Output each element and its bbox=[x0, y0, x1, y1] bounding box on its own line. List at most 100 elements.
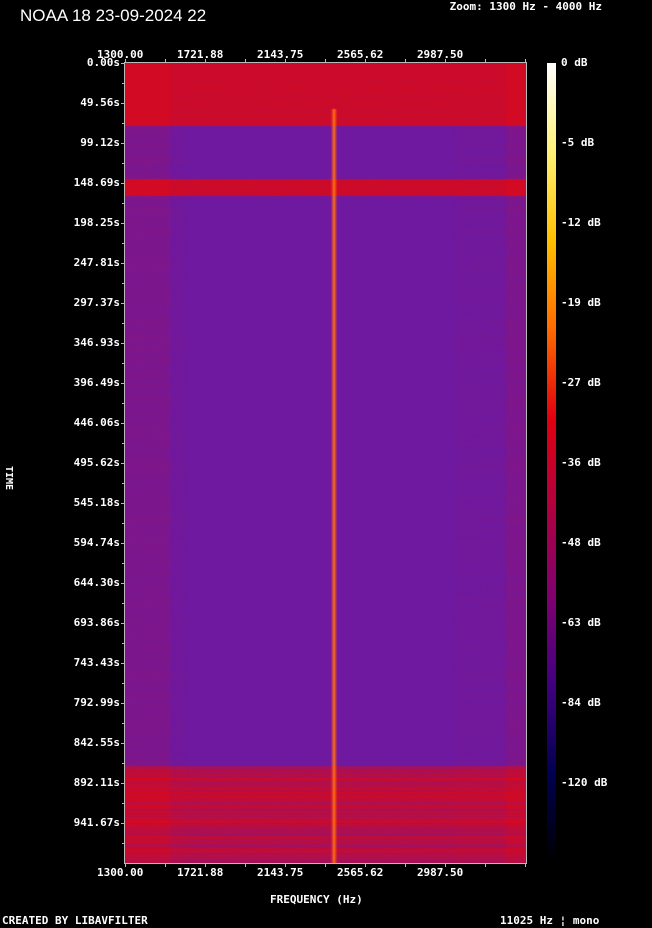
y-tick-mark bbox=[121, 703, 125, 705]
y-tick-mark bbox=[122, 403, 125, 404]
x-tick-label-top: 1721.88 bbox=[176, 48, 224, 61]
colorbar-label: -63 dB bbox=[561, 616, 601, 629]
y-tick-label: 792.99s bbox=[73, 696, 120, 710]
x-tick-mark bbox=[404, 59, 406, 63]
x-tick-mark bbox=[204, 59, 206, 63]
y-axis-label: TIME bbox=[3, 466, 14, 491]
x-tick-mark bbox=[244, 863, 246, 867]
y-tick-label: 495.62s bbox=[73, 456, 120, 470]
y-tick-label: 297.37s bbox=[73, 296, 120, 309]
x-tick-mark bbox=[524, 59, 526, 63]
y-tick-label: 892.11s bbox=[73, 776, 120, 790]
x-axis-label: FREQUENCY (Hz) bbox=[270, 893, 363, 906]
y-tick-mark bbox=[121, 303, 125, 304]
y-tick-mark bbox=[122, 323, 125, 324]
colorbar-label: -19 dB bbox=[561, 296, 601, 309]
y-tick-mark bbox=[121, 383, 125, 384]
colorbar-label: -27 dB bbox=[561, 376, 601, 389]
x-tick-mark bbox=[404, 863, 406, 867]
y-tick-mark bbox=[122, 683, 125, 685]
colorbar-label: 0 dB bbox=[561, 56, 588, 69]
spectrogram-heatmap bbox=[124, 62, 527, 864]
x-tick-mark bbox=[125, 863, 126, 867]
colorbar-label: -5 dB bbox=[561, 136, 595, 149]
y-tick-mark bbox=[122, 443, 125, 445]
y-tick-mark bbox=[121, 423, 125, 425]
y-tick-label: 941.67s bbox=[73, 816, 120, 830]
y-tick-mark bbox=[121, 143, 125, 144]
y-tick-mark bbox=[122, 563, 125, 565]
y-tick-mark bbox=[121, 343, 125, 344]
y-tick-label: 396.49s bbox=[73, 376, 120, 389]
y-tick-mark bbox=[121, 543, 125, 545]
y-tick-mark bbox=[121, 503, 125, 505]
y-tick-label: 545.18s bbox=[73, 496, 120, 510]
y-tick-mark bbox=[121, 183, 125, 184]
x-tick-label-bottom: 1721.88 bbox=[176, 866, 224, 879]
y-tick-mark bbox=[122, 243, 125, 244]
x-tick-label-bottom: 1300.00 bbox=[97, 866, 144, 879]
footer-credit: CREATED BY LIBAVFILTER bbox=[2, 914, 148, 927]
y-tick-mark bbox=[121, 63, 125, 64]
x-tick-mark bbox=[364, 59, 366, 63]
x-tick-mark bbox=[284, 863, 286, 867]
x-tick-mark bbox=[484, 59, 486, 63]
colorbar-label: -36 dB bbox=[561, 456, 601, 469]
x-tick-mark bbox=[125, 59, 126, 63]
y-tick-label: 247.81s bbox=[73, 256, 120, 269]
footer-sample-rate: 11025 Hz ¦ mono bbox=[500, 914, 600, 927]
y-tick-mark bbox=[122, 643, 125, 645]
y-tick-mark bbox=[121, 223, 125, 224]
x-tick-mark bbox=[324, 863, 326, 867]
x-tick-mark bbox=[204, 863, 206, 867]
x-tick-mark bbox=[324, 59, 326, 63]
y-tick-mark bbox=[121, 623, 125, 625]
y-tick-mark bbox=[121, 823, 125, 825]
y-tick-mark bbox=[122, 163, 125, 164]
y-tick-label: 0.00s bbox=[86, 56, 120, 69]
y-tick-mark bbox=[122, 763, 125, 765]
colorbar-label: -84 dB bbox=[561, 696, 601, 709]
y-tick-label: 693.86s bbox=[73, 616, 120, 630]
x-tick-label-top: 2143.75 bbox=[256, 48, 304, 61]
y-tick-mark bbox=[121, 103, 125, 104]
y-tick-mark bbox=[122, 803, 125, 805]
x-tick-mark bbox=[364, 863, 366, 867]
y-tick-label: 743.43s bbox=[73, 656, 120, 670]
y-tick-label: 346.93s bbox=[73, 336, 120, 349]
y-tick-label: 446.06s bbox=[73, 416, 120, 430]
y-tick-mark bbox=[121, 783, 125, 785]
y-tick-label: 842.55s bbox=[73, 736, 120, 750]
y-tick-label: 644.30s bbox=[73, 576, 120, 590]
x-tick-mark bbox=[164, 863, 166, 867]
y-tick-label: 198.25s bbox=[73, 216, 120, 229]
y-tick-mark bbox=[122, 843, 125, 845]
y-tick-mark bbox=[121, 263, 125, 264]
chart-title: NOAA 18 23-09-2024 22 bbox=[20, 6, 207, 25]
x-tick-label-top: 2565.62 bbox=[336, 48, 384, 61]
x-tick-label-bottom: 2565.62 bbox=[336, 866, 384, 879]
y-tick-mark bbox=[121, 663, 125, 665]
y-tick-mark bbox=[122, 123, 125, 124]
y-tick-label: 99.12s bbox=[80, 136, 120, 149]
x-tick-mark bbox=[484, 863, 486, 867]
x-tick-label-bottom: 2987.50 bbox=[416, 866, 464, 879]
y-tick-mark bbox=[122, 363, 125, 364]
y-tick-mark bbox=[121, 463, 125, 465]
y-tick-label: 148.69s bbox=[73, 176, 120, 189]
x-tick-label-top: 2987.50 bbox=[416, 48, 464, 61]
colorbar-label: -120 dB bbox=[561, 776, 608, 789]
colorbar-label: -12 dB bbox=[561, 216, 601, 229]
x-tick-mark bbox=[284, 59, 286, 63]
y-tick-mark bbox=[122, 483, 125, 485]
y-tick-mark bbox=[122, 603, 125, 605]
y-tick-mark bbox=[122, 203, 125, 204]
y-tick-label: 594.74s bbox=[73, 536, 120, 550]
colorbar bbox=[547, 63, 556, 863]
y-tick-mark bbox=[122, 723, 125, 725]
y-tick-mark bbox=[122, 83, 125, 84]
x-tick-mark bbox=[524, 863, 526, 867]
colorbar-label: -48 dB bbox=[561, 536, 601, 549]
x-tick-mark bbox=[444, 863, 446, 867]
y-tick-mark bbox=[122, 283, 125, 284]
